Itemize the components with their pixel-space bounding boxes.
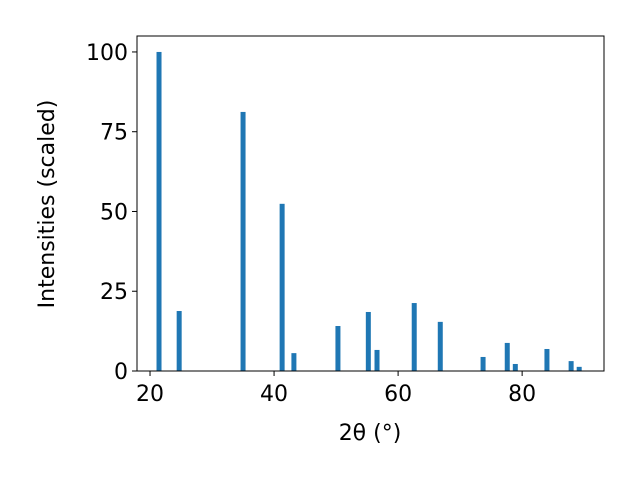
- y-tick-label: 25: [100, 280, 128, 305]
- bar: [568, 361, 574, 371]
- bar: [411, 303, 417, 371]
- bar: [365, 311, 371, 371]
- x-tick-label: 60: [384, 382, 412, 407]
- y-tick-label: 100: [86, 41, 128, 66]
- y-axis-label: Intensities (scaled): [35, 100, 60, 309]
- bar: [240, 111, 246, 371]
- bar: [156, 51, 162, 371]
- x-tick-label: 80: [508, 382, 536, 407]
- y-tick-label: 50: [100, 200, 128, 225]
- bar: [512, 363, 518, 371]
- bar: [480, 356, 486, 371]
- bar: [291, 353, 297, 371]
- x-axis-label: 2θ (°): [339, 421, 402, 446]
- bar: [176, 311, 182, 371]
- x-tick-label: 20: [136, 382, 164, 407]
- bar: [544, 348, 550, 371]
- y-tick-label: 0: [114, 360, 128, 385]
- bar: [335, 326, 341, 371]
- bar: [437, 321, 443, 371]
- bar: [504, 342, 510, 371]
- bar: [279, 203, 285, 371]
- bar: [576, 366, 582, 371]
- bar: [374, 349, 380, 371]
- y-tick-label: 75: [100, 121, 128, 146]
- x-tick-label: 40: [260, 382, 288, 407]
- plot-frame: [136, 35, 605, 372]
